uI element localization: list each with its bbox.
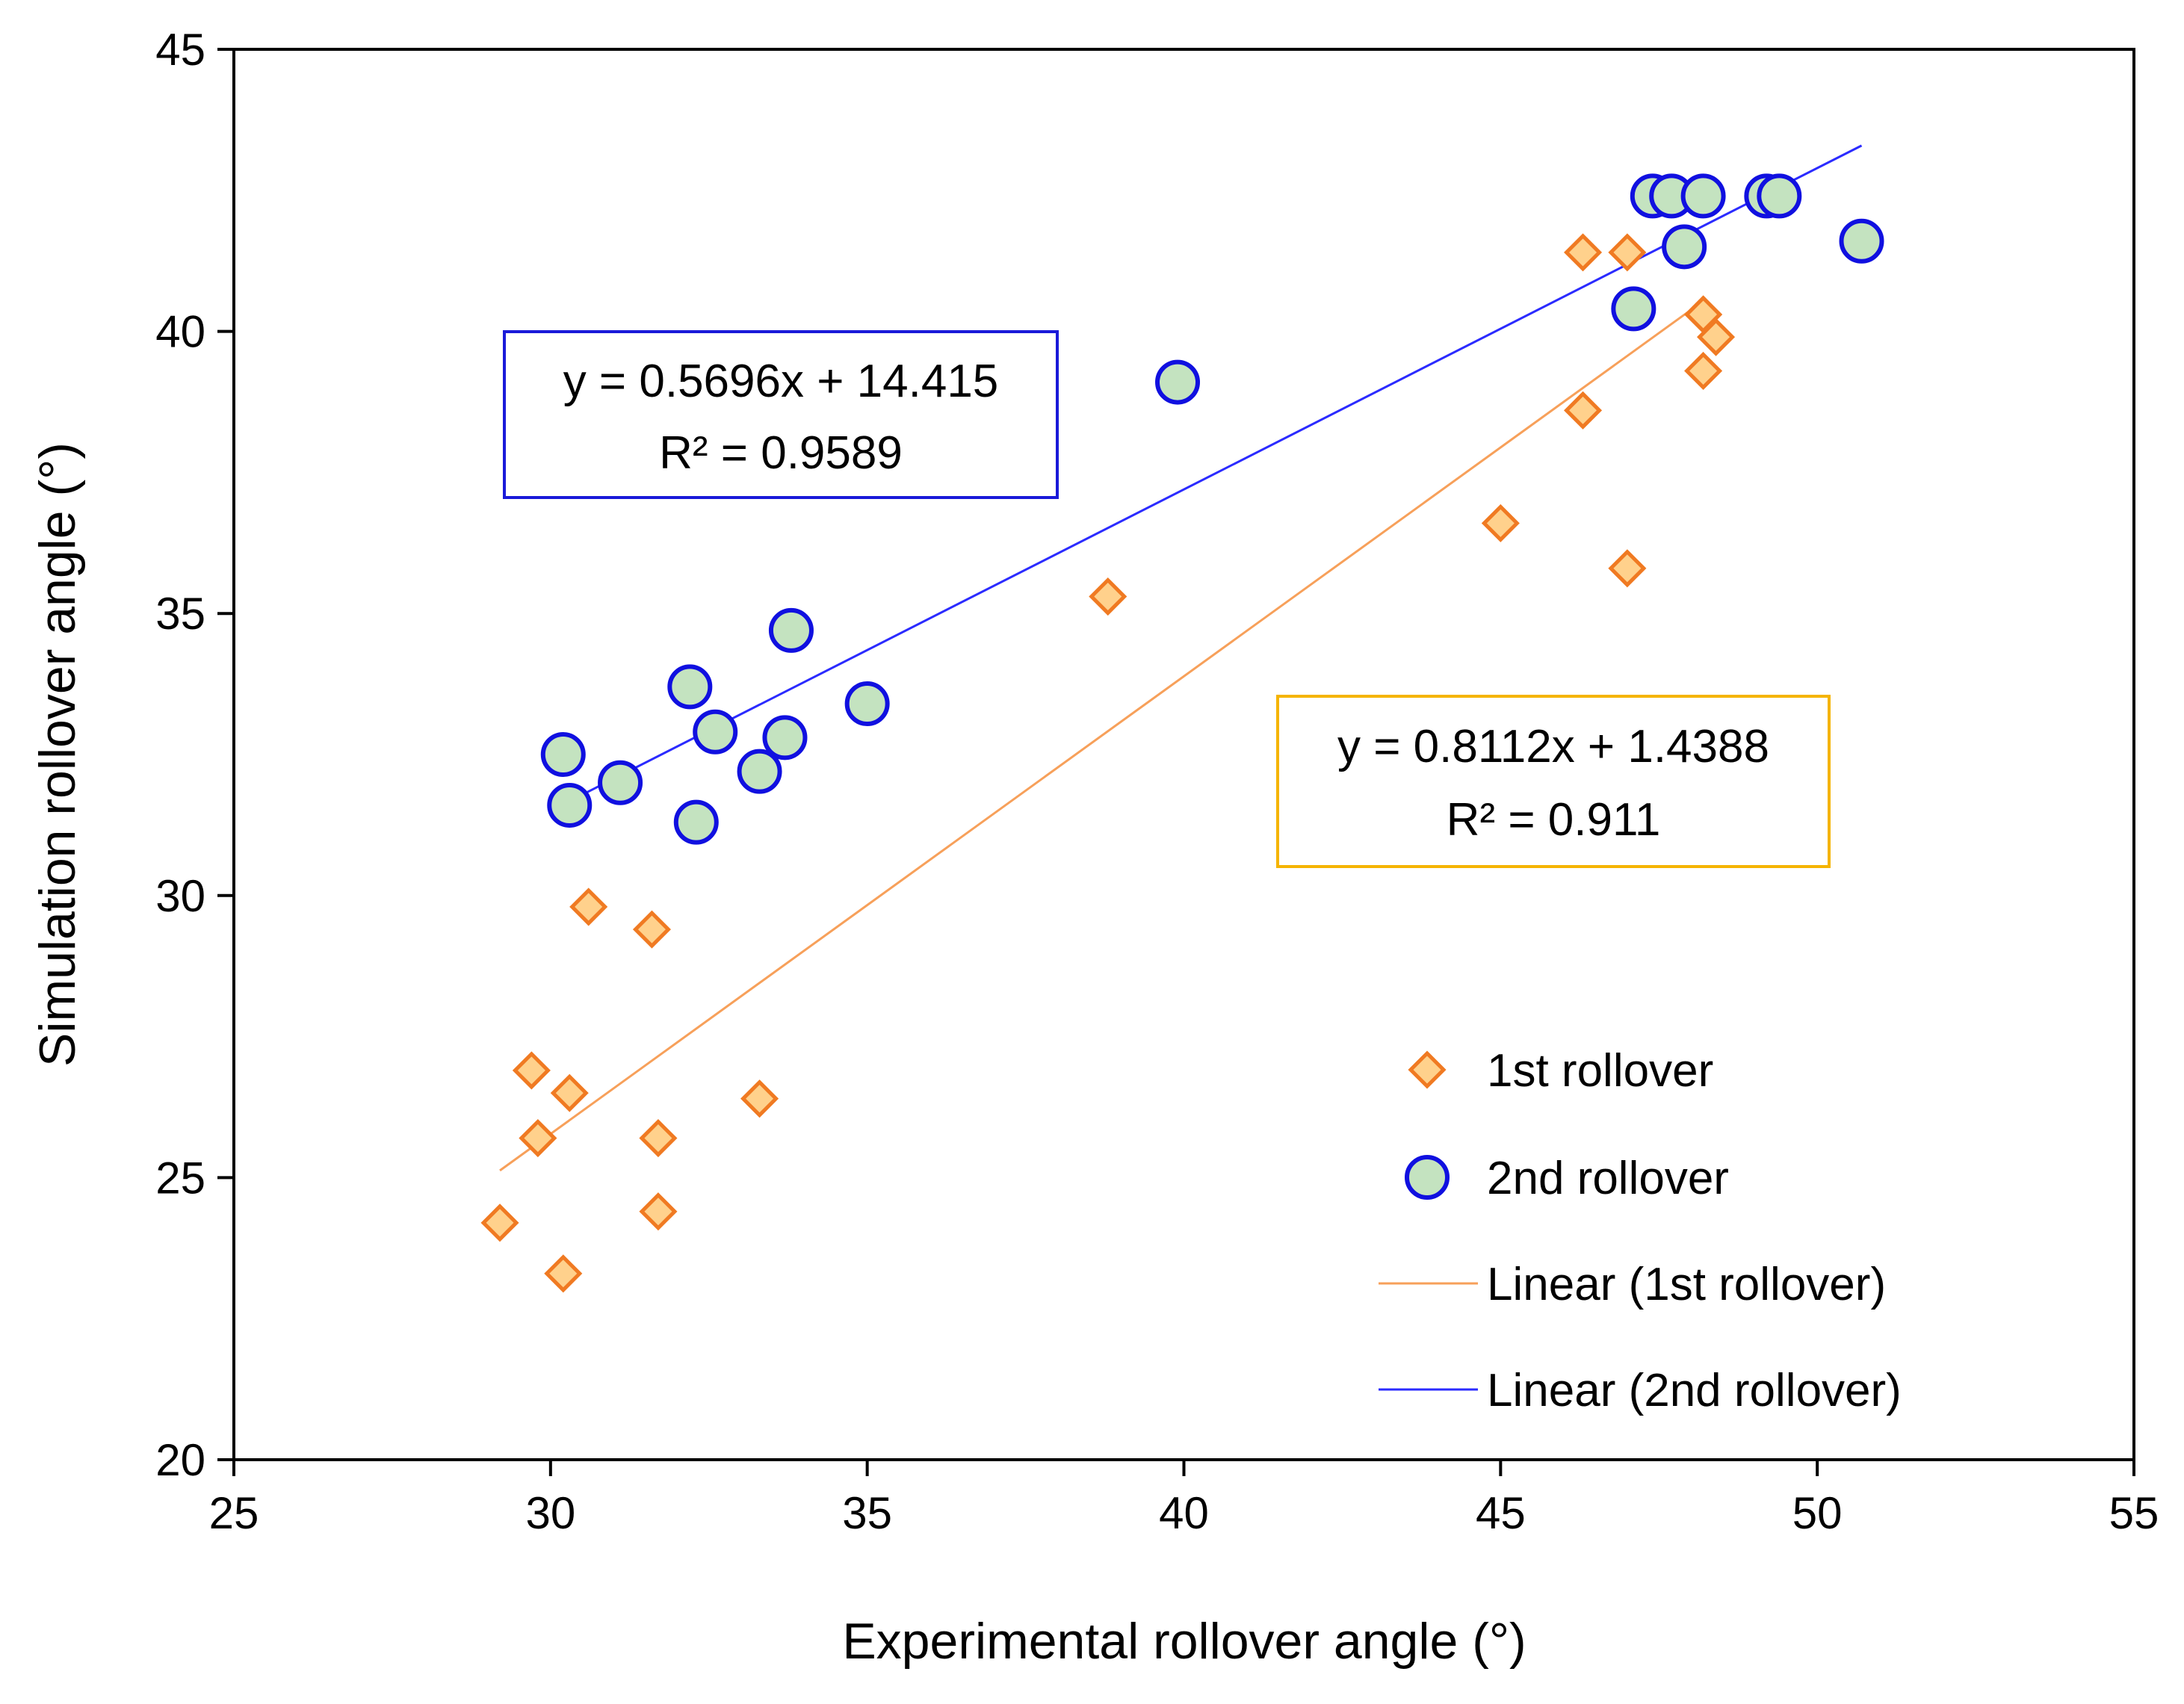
legend-item-2nd-rollover: 2nd rollover [1405,1153,1729,1204]
point-2nd-rollover [693,709,738,755]
point-1st-rollover [519,1119,557,1158]
y-tick-label: 40 [155,307,205,357]
point-1st-rollover [1563,233,1603,272]
point-1st-rollover [550,1073,589,1112]
point-1st-rollover [1684,351,1723,390]
equation-1st-formula: y = 0.8112x + 1.4388 [1337,721,1769,772]
x-tick-label: 50 [1792,1488,1843,1538]
point-2nd-rollover [762,715,808,760]
point-1st-rollover [1697,317,1736,356]
x-tick-label: 55 [2109,1488,2159,1538]
x-tick-labels: 25 30 35 40 45 50 55 [209,1488,2159,1538]
equation-box-2nd-border [503,330,1059,499]
point-2nd-rollover [598,760,643,805]
data-points [480,173,1884,1293]
legend-diamond-marker [1408,1050,1447,1089]
equation-box-2nd: y = 0.5696x + 14.415 R² = 0.9589 [503,330,1059,499]
legend-label-2nd-rollover: 2nd rollover [1487,1153,1729,1204]
point-1st-rollover [639,1119,678,1158]
point-2nd-rollover [1680,173,1726,219]
point-2nd-rollover [673,799,719,845]
y-tick-labels: 20 25 30 35 40 45 [155,25,205,1485]
legend: 1st rollover 2nd rollover Linear (1st ro… [1379,1045,1902,1416]
point-2nd-rollover [1662,224,1707,270]
legend-label-linear-1st: Linear (1st rollover) [1487,1259,1886,1310]
legend-item-linear-1st: Linear (1st rollover) [1379,1259,1886,1310]
point-2nd-rollover [844,681,890,727]
x-tick-label: 40 [1159,1488,1209,1538]
x-axis-title: Experimental rollover angle (°) [842,1613,1526,1670]
point-2nd-rollover [1155,359,1201,405]
x-tick-label: 45 [1476,1488,1526,1538]
legend-circle-marker [1405,1155,1450,1200]
point-2nd-rollover [667,664,713,710]
plot-area [232,48,2135,1461]
point-2nd-rollover [737,749,782,794]
trendline-linear-2nd-rollover [569,144,1863,802]
axis-ticks [217,48,2135,1476]
equation-1st-r2: R² = 0.911 [1447,794,1661,846]
point-1st-rollover [639,1192,678,1231]
point-2nd-rollover [1757,173,1802,219]
equation-2nd-formula: y = 0.5696x + 14.415 [563,356,999,407]
y-tick-label: 20 [155,1435,205,1485]
point-1st-rollover [1481,504,1520,542]
point-1st-rollover [740,1079,779,1118]
trendlines [499,144,1863,1172]
legend-label-linear-2nd: Linear (2nd rollover) [1487,1365,1902,1416]
equation-box-1st: y = 0.8112x + 1.4388 R² = 0.911 [1276,695,1831,868]
point-2nd-rollover [547,782,593,828]
point-1st-rollover [632,910,671,949]
point-1st-rollover [569,887,608,926]
y-tick-label: 25 [155,1153,205,1203]
point-2nd-rollover [768,607,814,653]
point-2nd-rollover [540,732,586,777]
point-1st-rollover [1608,549,1647,588]
x-tick-label: 35 [842,1488,892,1538]
point-2nd-rollover [1839,218,1884,264]
point-2nd-rollover [1611,286,1656,332]
point-1st-rollover [512,1051,551,1090]
equation-box-1st-border [1276,695,1831,868]
trendline-linear-1st-rollover [499,300,1704,1172]
point-1st-rollover [1089,577,1127,616]
y-tick-label: 45 [155,25,205,75]
point-1st-rollover [544,1254,583,1293]
legend-label-1st-rollover: 1st rollover [1487,1045,1713,1097]
y-tick-label: 35 [155,589,205,639]
equation-2nd-r2: R² = 0.9589 [659,427,903,479]
y-axis-title: Simulation rollover angle (°) [29,442,86,1067]
legend-item-1st-rollover: 1st rollover [1408,1045,1713,1097]
y-tick-label: 30 [155,871,205,921]
legend-item-linear-2nd: Linear (2nd rollover) [1379,1365,1902,1416]
point-1st-rollover [1608,233,1647,272]
point-1st-rollover [1563,391,1603,430]
x-tick-label: 25 [209,1488,259,1538]
x-tick-label: 30 [525,1488,575,1538]
point-1st-rollover [480,1203,519,1242]
